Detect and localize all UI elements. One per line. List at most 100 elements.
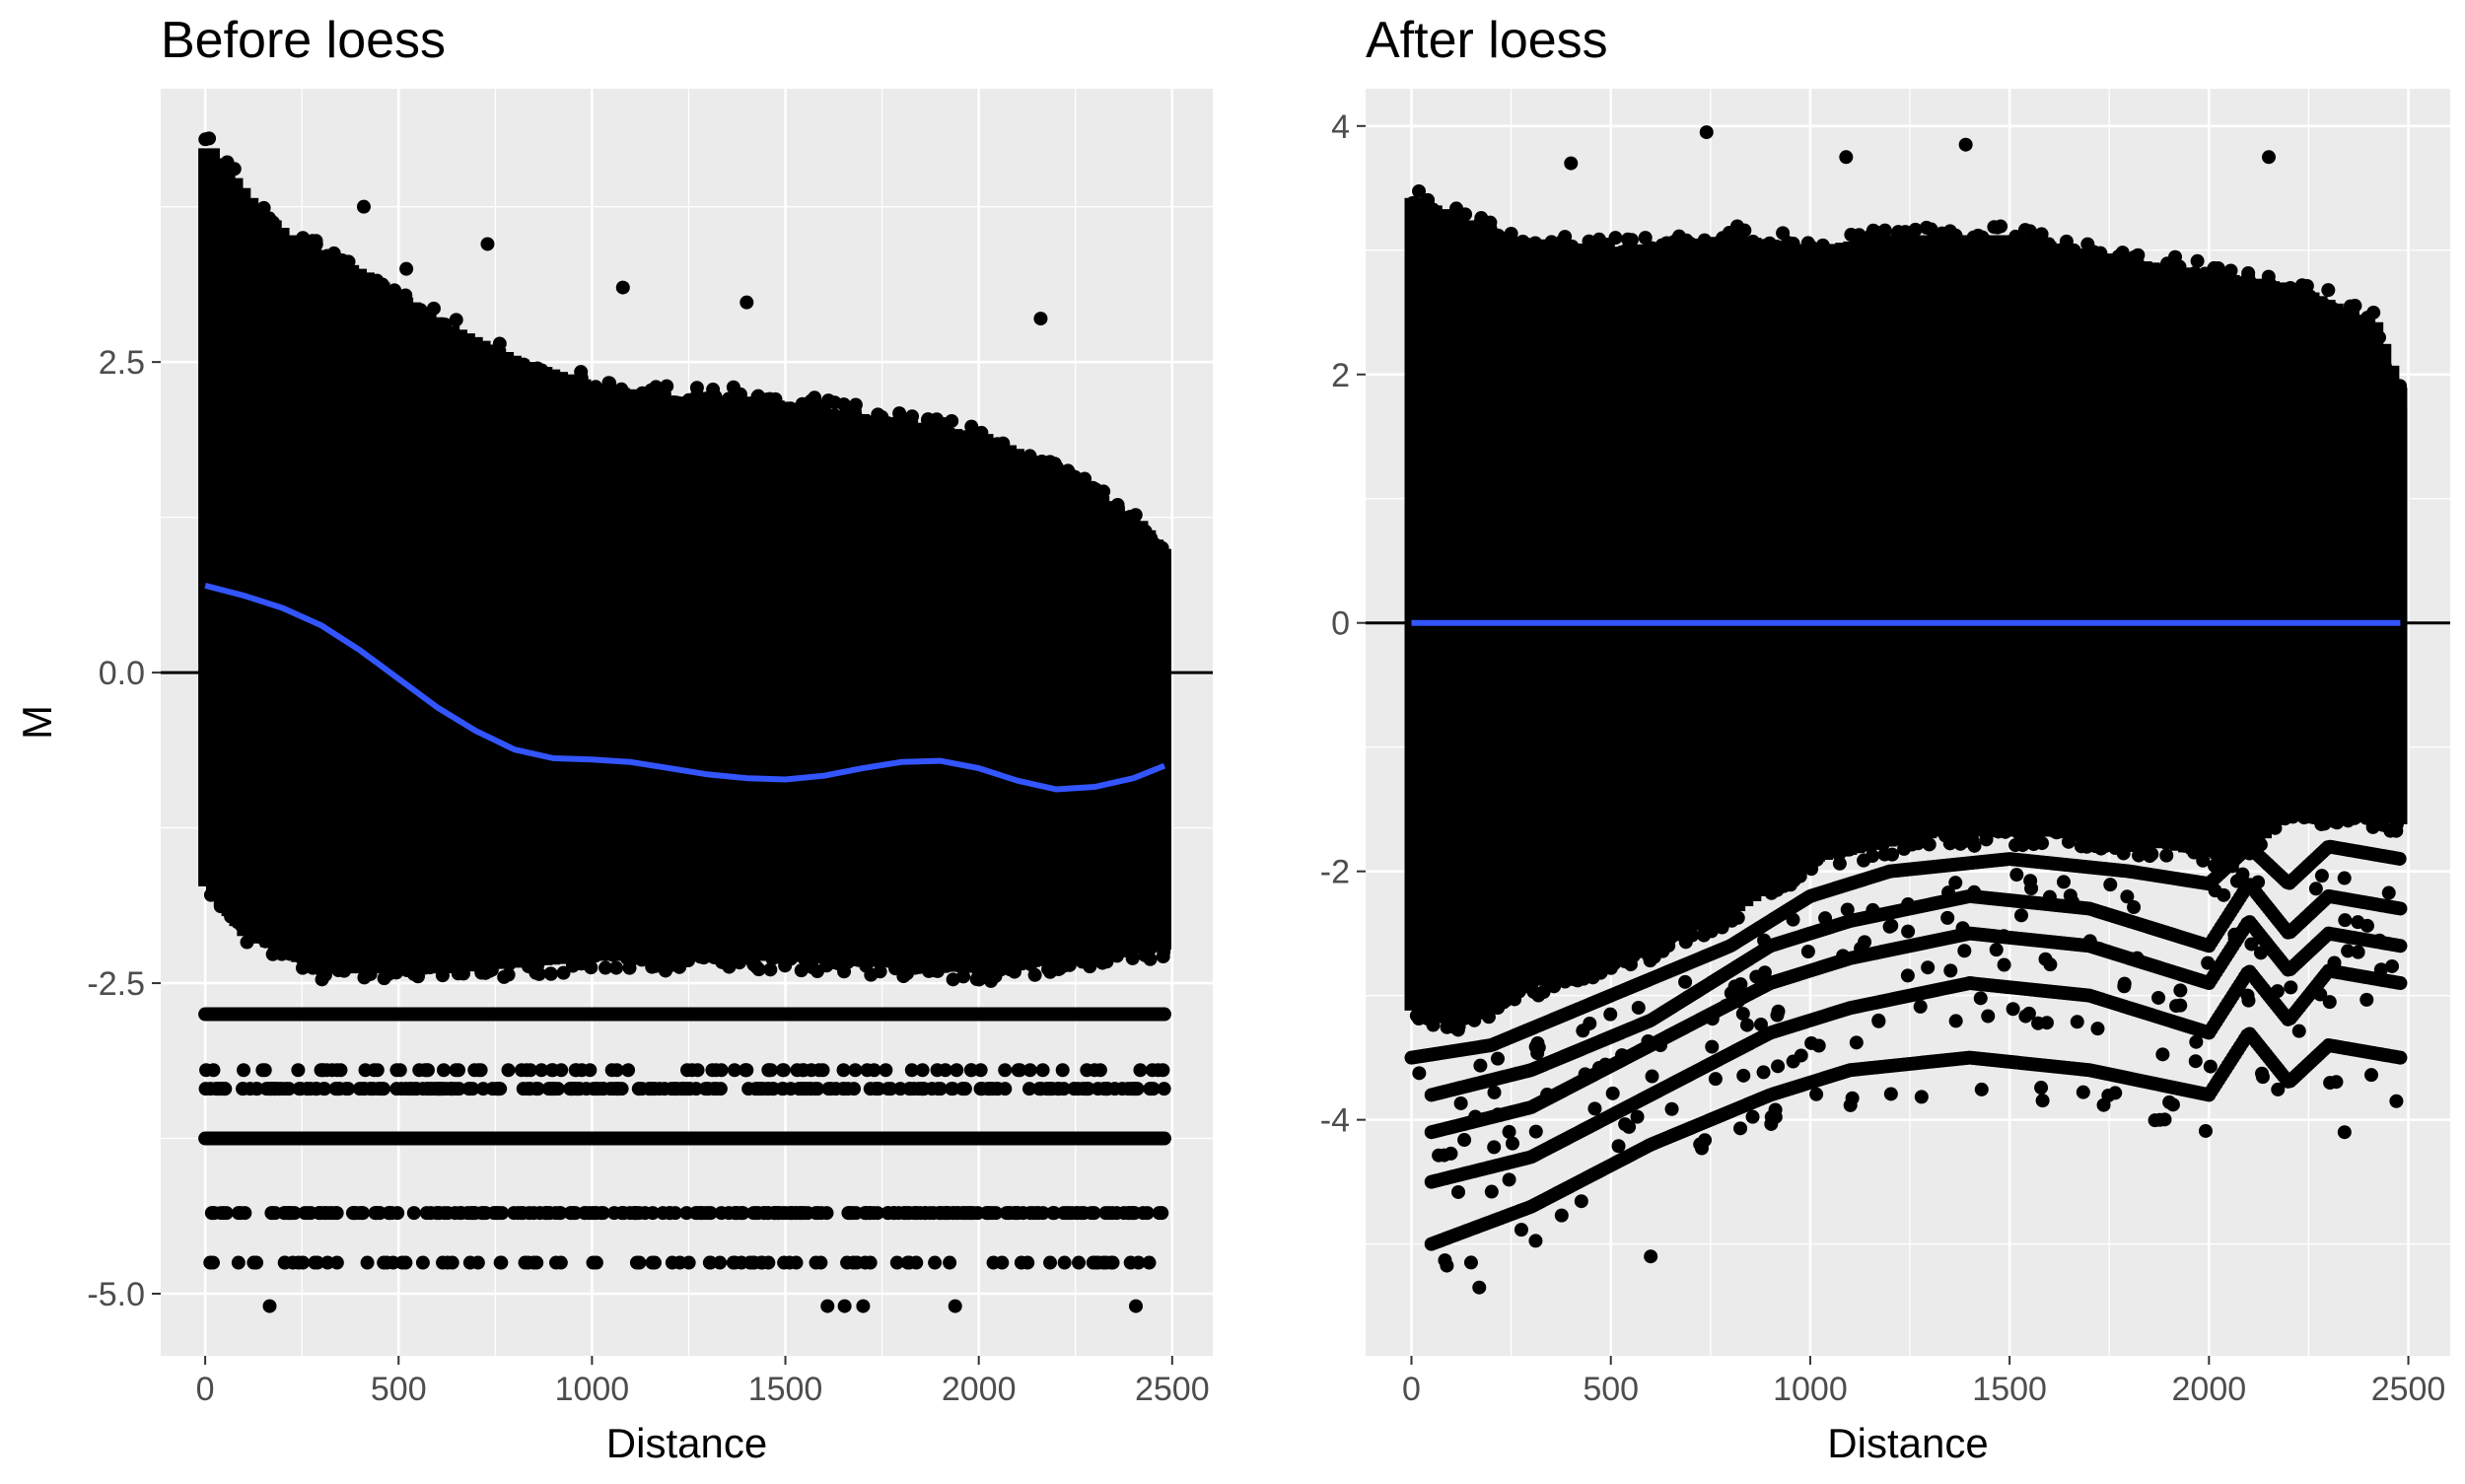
- data-point: [2393, 811, 2408, 825]
- data-point: [902, 1082, 917, 1096]
- data-point: [1473, 1058, 1488, 1073]
- data-point: [236, 1082, 250, 1096]
- data-point: [1125, 951, 1140, 965]
- data-point: [2115, 246, 2130, 260]
- data-point: [380, 1255, 394, 1270]
- data-band: [198, 1131, 1171, 1146]
- data-point: [438, 318, 453, 332]
- data-point: [1911, 836, 1926, 851]
- data-point: [1055, 1063, 1070, 1078]
- data-point: [709, 1063, 724, 1078]
- data-point: [231, 1255, 246, 1270]
- data-point: [1809, 1087, 1824, 1101]
- data-point: [879, 1063, 893, 1078]
- data-point: [529, 1255, 544, 1270]
- data-point: [628, 1206, 643, 1221]
- y-axis-title: M: [14, 705, 60, 740]
- data-point: [1096, 484, 1111, 499]
- data-point: [2392, 851, 2407, 866]
- data-point: [740, 1063, 754, 1078]
- data-point: [2268, 820, 2283, 835]
- data-point: [1487, 1085, 1502, 1099]
- data-point: [452, 1082, 466, 1096]
- data-point: [1022, 1063, 1037, 1078]
- data-band: [198, 1007, 1171, 1022]
- data-point: [198, 1082, 213, 1096]
- data-point: [1155, 1206, 1169, 1221]
- data-point: [609, 960, 624, 975]
- data-point: [1087, 1206, 1101, 1221]
- data-point: [566, 1206, 581, 1221]
- data-point: [1458, 207, 1473, 222]
- data-point: [1736, 1068, 1751, 1083]
- data-point: [445, 1255, 459, 1270]
- data-point: [1157, 571, 1171, 586]
- data-point: [2351, 915, 2365, 930]
- x-tick-label: 1000: [1773, 1371, 1848, 1408]
- data-point: [552, 1206, 567, 1221]
- data-point: [1133, 1063, 1148, 1078]
- data-point: [938, 1063, 952, 1078]
- data-point: [436, 1255, 451, 1270]
- data-point: [2070, 1015, 2084, 1029]
- y-tick-label: 2.5: [99, 344, 145, 382]
- data-point: [1664, 1101, 1679, 1116]
- data-point: [382, 1206, 396, 1221]
- data-point: [703, 1255, 718, 1270]
- data-point: [1088, 1063, 1102, 1078]
- data-point: [604, 1063, 619, 1078]
- data-point: [1914, 1090, 1929, 1104]
- data-point: [836, 1063, 851, 1078]
- data-point: [2271, 1082, 2286, 1096]
- data-point: [821, 1082, 836, 1096]
- data-point: [957, 1082, 972, 1096]
- data-point: [1793, 869, 1807, 883]
- data-point: [2103, 878, 2118, 892]
- data-point: [1125, 1206, 1140, 1221]
- data-point: [948, 1299, 962, 1313]
- data-point: [1085, 955, 1099, 970]
- data-point: [883, 1082, 898, 1096]
- data-point: [751, 962, 766, 977]
- data-point: [2076, 1085, 2090, 1099]
- data-point: [1997, 957, 2011, 972]
- data-point: [2261, 269, 2276, 284]
- data-point: [690, 1063, 705, 1078]
- data-point: [998, 1063, 1013, 1078]
- data-point: [1412, 183, 1427, 198]
- y-tick-label: 0: [1331, 605, 1350, 643]
- data-point-outlier: [1472, 1280, 1487, 1295]
- data-point-outlier: [2389, 1094, 2404, 1108]
- data-point: [231, 1206, 246, 1221]
- data-point: [1035, 1063, 1050, 1078]
- data-point: [1554, 1208, 1569, 1223]
- data-point: [632, 1255, 647, 1270]
- data-point: [203, 1255, 218, 1270]
- data-point: [1908, 222, 1923, 237]
- data-point: [789, 1206, 804, 1221]
- data-point: [501, 1063, 516, 1078]
- data-point: [1453, 1095, 1468, 1110]
- data-point: [850, 1255, 865, 1270]
- data-point: [1735, 1007, 1750, 1022]
- data-point: [842, 1206, 857, 1221]
- data-point: [755, 1255, 770, 1270]
- data-points: [198, 131, 1171, 1313]
- data-point: [1768, 1102, 1783, 1117]
- data-point: [449, 1063, 463, 1078]
- data-point: [2329, 1075, 2344, 1090]
- data-point: [1871, 1014, 1886, 1028]
- data-point: [1587, 1101, 1602, 1116]
- data-point: [1105, 1206, 1120, 1221]
- data-point: [869, 1082, 883, 1096]
- data-point: [2157, 1112, 2172, 1127]
- data-point: [2322, 995, 2337, 1010]
- data-point: [2393, 418, 2408, 433]
- data-point: [227, 162, 242, 177]
- data-point: [1705, 1039, 1720, 1054]
- data-point: [1622, 1119, 1637, 1134]
- data-point: [1764, 1116, 1779, 1131]
- data-point: [1440, 1258, 1454, 1273]
- data-point: [574, 365, 589, 380]
